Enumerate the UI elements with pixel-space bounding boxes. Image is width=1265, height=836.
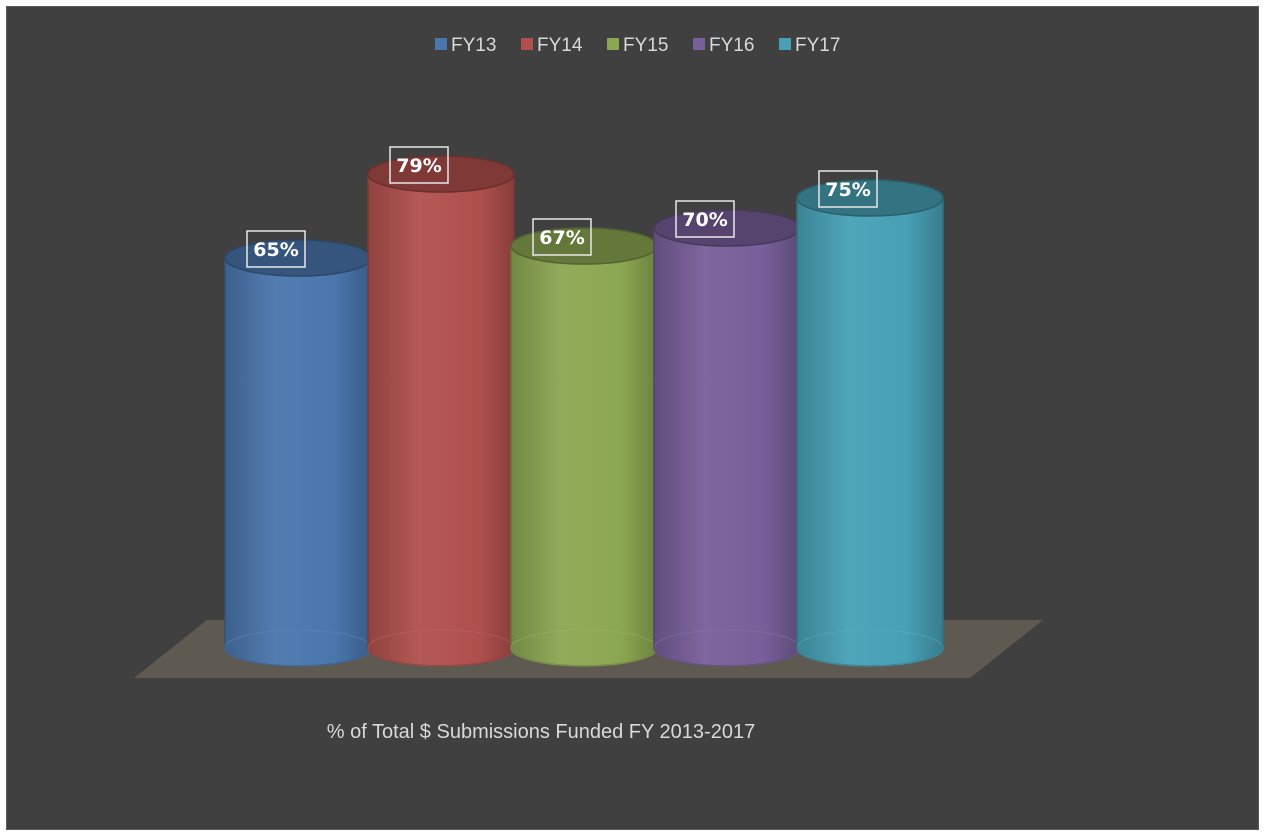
data-label-box — [532, 218, 592, 256]
legend-swatch — [607, 38, 619, 50]
legend-label: FY15 — [623, 35, 668, 56]
legend-swatch — [693, 38, 705, 50]
bar-base — [796, 629, 944, 667]
data-label: 65% — [253, 239, 298, 261]
data-label-box — [818, 170, 878, 208]
legend-swatch — [521, 38, 533, 50]
bar-body — [510, 245, 658, 667]
data-label: 67% — [539, 227, 584, 249]
bar-body — [367, 173, 515, 667]
legend-label: FY14 — [537, 35, 583, 56]
legend: FY13 FY14 FY15 FY16 FY17 — [435, 35, 840, 56]
data-labels-group: 65% 79% 67% 70% 75% — [246, 146, 878, 268]
bar — [510, 227, 658, 667]
bar-body — [796, 197, 944, 667]
data-label-box — [675, 200, 735, 238]
x-axis-label: % of Total $ Submissions Funded FY 2013-… — [327, 721, 755, 743]
bar — [796, 179, 944, 667]
bar-body — [653, 227, 801, 667]
bar-body — [224, 257, 372, 667]
bar — [367, 155, 515, 667]
legend-label: FY17 — [795, 35, 840, 56]
bar — [653, 209, 801, 667]
legend-swatch — [779, 38, 791, 50]
legend-label: FY16 — [709, 35, 754, 56]
data-label-box — [389, 146, 449, 184]
legend-swatch — [435, 38, 447, 50]
legend-label: FY13 — [451, 35, 496, 56]
data-label: 70% — [682, 209, 727, 231]
bar — [224, 239, 372, 667]
data-label: 79% — [396, 155, 441, 177]
data-label: 75% — [825, 179, 870, 201]
data-label-box — [246, 230, 306, 268]
